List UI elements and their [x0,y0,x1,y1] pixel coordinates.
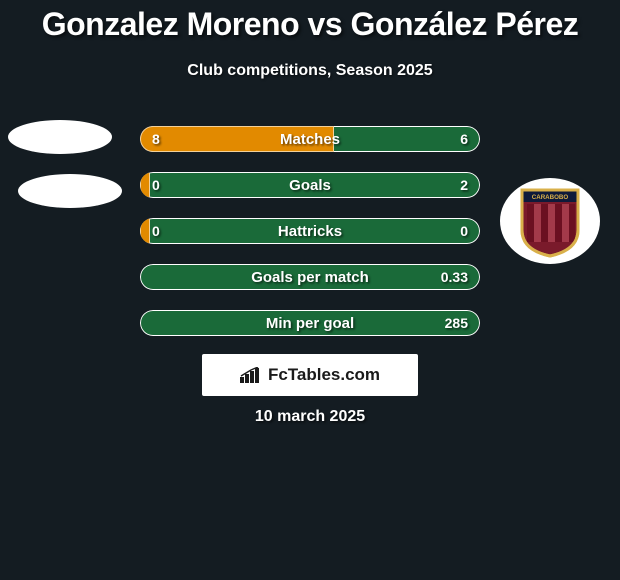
stat-row: Hattricks0 0 [140,218,480,244]
brand-text: FcTables.com [268,365,380,385]
stat-value-right: 0 [460,218,468,244]
crest-banner-text: CARABOBO [532,194,569,201]
stat-row: Min per goal285 [140,310,480,336]
stat-value-right: 2 [460,172,468,198]
snapshot-date: 10 march 2025 [0,408,620,426]
stat-row: Matches8 6 [140,126,480,152]
stat-rows: Matches86Goals02Hattricks00Goals per mat… [140,126,480,356]
stat-row: Goals0 2 [140,172,480,198]
stat-value-right: 285 [445,310,468,336]
stat-value-left: 0 [152,172,160,198]
stat-value-right: 0.33 [441,264,468,290]
page-title: Gonzalez Moreno vs González Pérez [0,6,620,43]
club-crest-icon: CARABOBO [519,184,581,258]
stat-label: Hattricks [140,218,480,244]
player-right-club-crest: CARABOBO [500,178,600,264]
stat-label: Matches [140,126,480,152]
brand-badge: FcTables.com [202,354,418,396]
comparison-card: Gonzalez Moreno vs González Pérez Club c… [0,0,620,580]
stat-value-right: 6 [460,126,468,152]
player-left-avatar-bottom [18,174,122,208]
stat-value-left: 8 [152,126,160,152]
stat-row: Goals per match0.33 [140,264,480,290]
stat-label: Min per goal [140,310,480,336]
stat-label: Goals [140,172,480,198]
brand-chart-icon [240,367,262,383]
player-left-avatar-top [8,120,112,154]
page-subtitle: Club competitions, Season 2025 [0,62,620,80]
stat-value-left: 0 [152,218,160,244]
stat-label: Goals per match [140,264,480,290]
